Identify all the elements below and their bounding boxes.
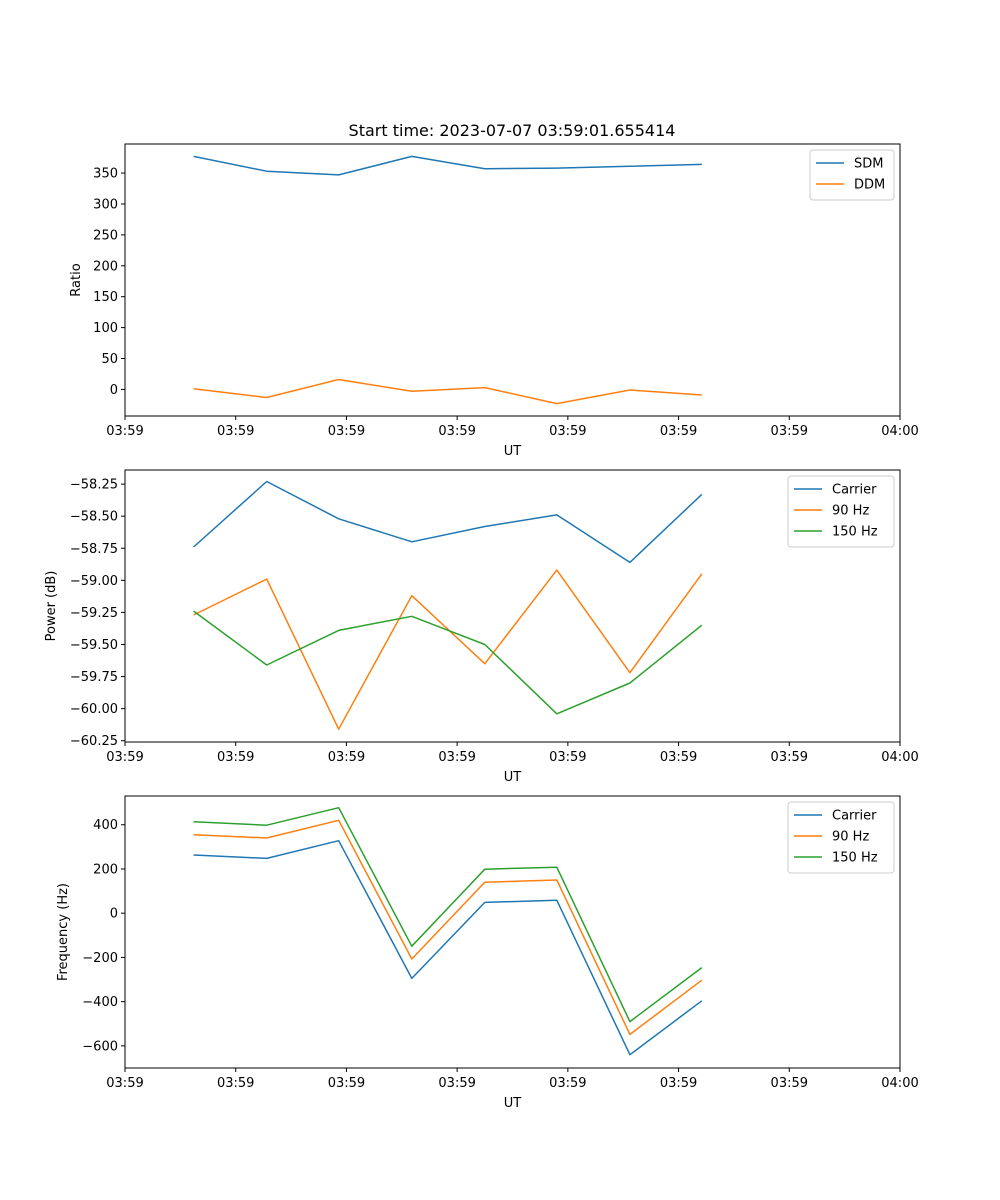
y-tick-label: −58.50 [70, 510, 118, 525]
x-tick-label: 03:59 [771, 1076, 808, 1091]
x-axis-label: UT [504, 1096, 522, 1111]
x-tick-label: 03:59 [328, 750, 365, 765]
x-tick-label: 03:59 [771, 424, 808, 439]
axes-frame [124, 795, 901, 1069]
x-axis-label: UT [504, 444, 522, 459]
figure-title: Start time: 2023-07-07 03:59:01.655414 [349, 121, 676, 140]
x-tick-label: 03:59 [217, 424, 254, 439]
series-line-carrier [193, 480, 703, 564]
legend-label: Carrier [832, 483, 877, 498]
x-tick-label: 03:59 [771, 750, 808, 765]
y-tick-label: 300 [93, 197, 118, 212]
series-line-150-hz [193, 610, 703, 715]
legend-box [787, 475, 895, 548]
y-tick-label: −59.00 [70, 574, 118, 589]
y-tick-label: 250 [93, 228, 118, 243]
series-line-90-hz [193, 569, 703, 730]
x-tick-label: 03:59 [106, 750, 143, 765]
x-tick-label: 03:59 [438, 424, 475, 439]
axes-frame [124, 469, 901, 743]
chart-panel-1: 03:59 03:59 03:59 03:59 03:59 03:59 03:59 04:00… [69, 143, 919, 459]
y-tick-label: −400 [82, 995, 118, 1010]
x-tick-label: 03:59 [328, 424, 365, 439]
x-tick-label: 03:59 [660, 1076, 697, 1091]
y-axis-label: Frequency (Hz) [56, 883, 71, 981]
y-tick-label: −200 [82, 951, 118, 966]
x-tick-label: 04:00 [881, 750, 918, 765]
y-tick-label: −600 [82, 1039, 118, 1054]
y-tick-label: 350 [93, 167, 118, 182]
series-line-sdm [193, 155, 702, 176]
y-tick-label: 50 [101, 352, 118, 367]
x-tick-label: 03:59 [217, 750, 254, 765]
legend-label: 150 Hz [832, 851, 878, 866]
legend-label: 90 Hz [832, 504, 869, 519]
x-tick-label: 03:59 [106, 1076, 143, 1091]
y-tick-label: 0 [110, 907, 118, 922]
chart-panels: 03:59 03:59 03:59 03:59 03:59 03:59 03:59 04:00… [44, 143, 919, 1111]
legend: Carrier 90 Hz 150 Hz [787, 475, 895, 548]
series-line-ddm [193, 378, 702, 405]
series-line-90-hz [193, 819, 703, 1036]
x-tick-label: 04:00 [881, 1076, 918, 1091]
x-tick-label: 03:59 [549, 750, 586, 765]
x-tick-label: 03:59 [106, 424, 143, 439]
y-tick-label: 150 [93, 290, 118, 305]
y-tick-label: −60.25 [70, 734, 118, 749]
axes-frame [124, 143, 901, 417]
x-tick-label: 04:00 [881, 424, 918, 439]
y-tick-label: −58.75 [70, 542, 118, 557]
legend-label: DDM [854, 178, 885, 193]
y-tick-label: −60.00 [70, 702, 118, 717]
chart-panel-2: 03:59 03:59 03:59 03:59 03:59 03:59 03:59 04:00… [44, 469, 919, 785]
legend-label: SDM [854, 157, 883, 172]
x-tick-label: 03:59 [660, 750, 697, 765]
y-tick-label: 0 [110, 383, 118, 398]
y-tick-label: 200 [93, 862, 118, 877]
y-tick-label: −59.25 [70, 606, 118, 621]
y-tick-label: 400 [93, 818, 118, 833]
legend-label: 90 Hz [832, 830, 869, 845]
y-tick-label: −59.75 [70, 670, 118, 685]
y-tick-label: 200 [93, 259, 118, 274]
y-axis-label: Ratio [69, 263, 84, 296]
legend-box [787, 801, 895, 874]
series-line-carrier [193, 839, 703, 1056]
y-tick-label: −58.25 [70, 478, 118, 493]
legend-label: 150 Hz [832, 525, 878, 540]
x-tick-label: 03:59 [438, 1076, 475, 1091]
x-tick-label: 03:59 [438, 750, 475, 765]
legend-label: Carrier [832, 809, 877, 824]
y-tick-label: −59.50 [70, 638, 118, 653]
x-tick-label: 03:59 [217, 1076, 254, 1091]
legend: SDM DDM [809, 149, 895, 201]
chart-panel-3: 03:59 03:59 03:59 03:59 03:59 03:59 03:59 04:00… [56, 795, 919, 1111]
y-axis-label: Power (dB) [44, 571, 59, 642]
x-tick-label: 03:59 [549, 1076, 586, 1091]
x-tick-label: 03:59 [328, 1076, 365, 1091]
legend: Carrier 90 Hz 150 Hz [787, 801, 895, 874]
x-tick-label: 03:59 [660, 424, 697, 439]
series-line-150-hz [193, 806, 703, 1023]
y-tick-label: 100 [93, 321, 118, 336]
x-axis-label: UT [504, 770, 522, 785]
x-tick-label: 03:59 [549, 424, 586, 439]
